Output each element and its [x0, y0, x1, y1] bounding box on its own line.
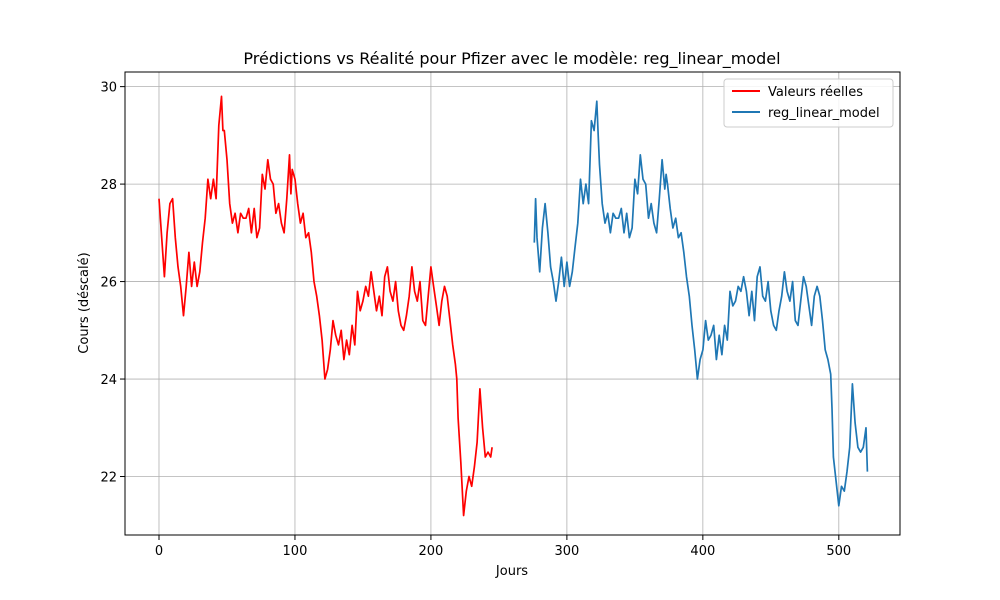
series-layer: [158, 95, 869, 517]
y-axis-label: Cours (déscalé): [77, 252, 92, 353]
legend-box: [723, 78, 894, 128]
series-line-prediction: [533, 100, 869, 507]
x-tick-label: 400: [690, 544, 715, 559]
legend: Valeurs réelles reg_linear_model: [723, 78, 894, 128]
legend-label-prediction: reg_linear_model: [768, 106, 880, 121]
x-tick-label: 200: [419, 544, 444, 559]
x-tick-label: 300: [554, 544, 579, 559]
y-tick-label: 26: [100, 276, 117, 291]
y-tick-label: 28: [100, 178, 117, 193]
x-tick-label: 0: [155, 544, 163, 559]
x-tick-label: 500: [826, 544, 851, 559]
y-tick-label: 30: [100, 81, 117, 96]
legend-label-actual: Valeurs réelles: [768, 85, 863, 100]
x-tick-label: 100: [283, 544, 308, 559]
x-axis-label: Jours: [495, 564, 528, 579]
chart-title: Prédictions vs Réalité pour Pfizer avec …: [243, 49, 780, 69]
y-tick-label: 22: [100, 471, 117, 486]
tick-layer: 0 100 200 300 400 500 22 24 26 28 30: [100, 81, 851, 559]
series-line-actual: [158, 95, 493, 517]
y-tick-label: 24: [100, 373, 117, 388]
plot-frame: [124, 71, 901, 536]
